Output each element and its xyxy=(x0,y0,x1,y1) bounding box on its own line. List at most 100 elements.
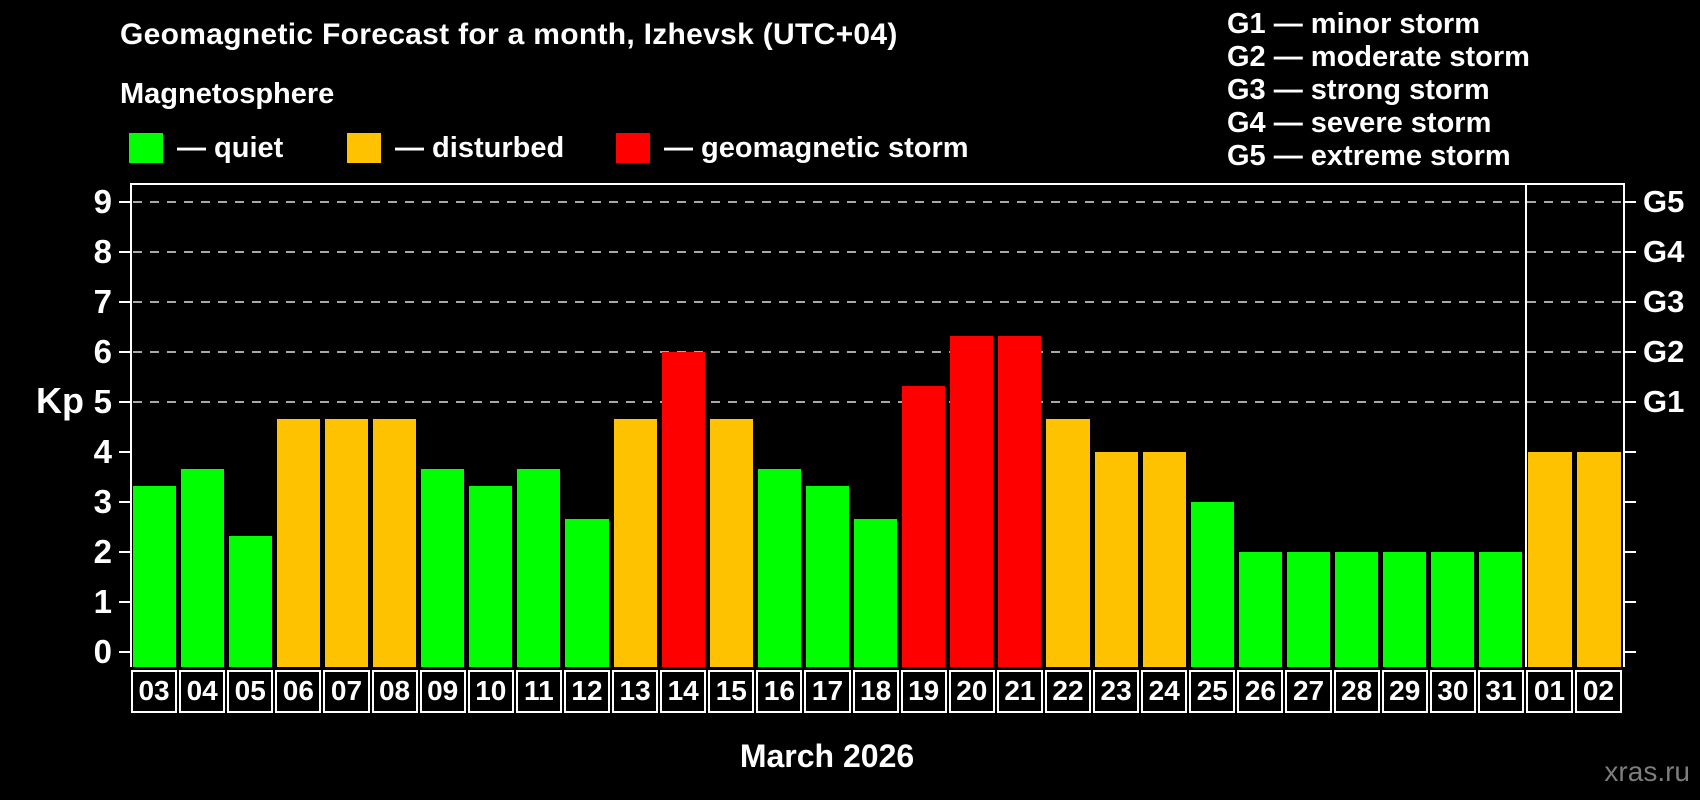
left-axis-tick xyxy=(119,651,130,653)
watermark-xras: xras.ru xyxy=(1604,756,1690,787)
g2-legend-line: G2 — moderate storm xyxy=(1227,41,1530,73)
y-tick-label: 0 xyxy=(93,633,112,670)
date-axis: 03 04 05 06 07 08 09 10 11 12 13 14 15 16 17 18 19 20 21 22… xyxy=(130,670,1625,713)
left-axis-tick xyxy=(119,401,130,403)
date-cell-23: 23 xyxy=(1093,670,1140,713)
g-scale-legend: G1 — minor storm G2 — moderate storm G3 … xyxy=(1227,8,1530,173)
date-cell-14: 14 xyxy=(660,670,707,713)
kp-bar-30 xyxy=(1431,552,1475,667)
g-level-label-g3: G3 xyxy=(1643,284,1685,319)
kp-bar-28 xyxy=(1335,552,1379,667)
y-tick-label: 7 xyxy=(93,283,112,320)
kp-bar-25 xyxy=(1190,502,1234,667)
y-tick-label: 8 xyxy=(93,233,112,270)
date-cell-09: 09 xyxy=(419,670,466,713)
right-axis-tick xyxy=(1625,451,1636,453)
date-cell-08: 08 xyxy=(371,670,418,713)
plot-area xyxy=(119,183,1636,667)
date-cell-20: 20 xyxy=(948,670,995,713)
kp-bar-11 xyxy=(517,468,561,667)
y-axis-title: Kp xyxy=(36,380,84,421)
x-axis-title: March 2026 xyxy=(739,738,915,774)
date-cell-15: 15 xyxy=(708,670,755,713)
date-cell-07: 07 xyxy=(323,670,370,713)
date-cell-10: 10 xyxy=(467,670,514,713)
kp-bar-03 xyxy=(132,485,176,667)
storm-label: — geomagnetic storm xyxy=(664,131,969,164)
g3-legend-line: G3 — strong storm xyxy=(1227,74,1490,106)
g-level-label-g1: G1 xyxy=(1643,384,1685,419)
disturbed-label: — disturbed xyxy=(395,131,565,164)
g5-legend-line: G5 — extreme storm xyxy=(1227,140,1511,172)
date-cell-31: 31 xyxy=(1477,670,1524,713)
y-tick-label: 3 xyxy=(93,483,112,520)
kp-bar-29 xyxy=(1383,552,1427,667)
y-tick-label: 6 xyxy=(93,333,112,370)
date-cell-04: 04 xyxy=(179,670,226,713)
kp-bar-05 xyxy=(228,535,272,667)
kp-bar-22 xyxy=(1046,418,1090,667)
kp-bar-01 xyxy=(1527,452,1572,667)
gridline-kp6 xyxy=(133,351,1622,353)
date-cell-03: 03 xyxy=(131,670,178,713)
date-cell-05: 05 xyxy=(227,670,274,713)
kp-bar-26 xyxy=(1238,552,1282,667)
gridline-kp8 xyxy=(133,251,1622,253)
kp-bar-10 xyxy=(469,485,513,667)
kp-bar-13 xyxy=(613,418,657,667)
kp-bar-24 xyxy=(1142,452,1186,667)
gridline-kp7 xyxy=(133,301,1622,303)
date-cell-16: 16 xyxy=(756,670,803,713)
kp-bar-18 xyxy=(854,518,898,667)
y-tick-label: 2 xyxy=(93,533,112,570)
right-axis-tick xyxy=(1625,551,1636,553)
month-separator-line xyxy=(1525,183,1527,667)
date-cell-06: 06 xyxy=(275,670,322,713)
kp-bar-07 xyxy=(324,418,368,667)
kp-bar-15 xyxy=(709,418,753,667)
date-cell-01: 01 xyxy=(1526,670,1573,713)
date-cell-24: 24 xyxy=(1141,670,1188,713)
right-axis-tick xyxy=(1625,651,1636,653)
right-axis-tick xyxy=(1625,301,1636,303)
left-axis-tick xyxy=(119,251,130,253)
right-axis-tick xyxy=(1625,401,1636,403)
date-cell-17: 17 xyxy=(804,670,851,713)
date-cell-19: 19 xyxy=(900,670,947,713)
kp-bar-31 xyxy=(1479,552,1523,667)
g4-legend-line: G4 — severe storm xyxy=(1227,107,1492,139)
gridline-kp5 xyxy=(133,401,1622,403)
date-cell-22: 22 xyxy=(1044,670,1092,713)
y-tick-label: 1 xyxy=(93,583,112,620)
kp-bar-12 xyxy=(565,518,609,667)
left-axis-line xyxy=(130,183,132,667)
quiet-label: — quiet xyxy=(177,131,284,164)
right-axis-tick xyxy=(1625,501,1636,503)
date-cell-28: 28 xyxy=(1333,670,1380,713)
kp-bar-02 xyxy=(1576,452,1621,667)
date-cell-18: 18 xyxy=(852,670,899,713)
g-level-label-g2: G2 xyxy=(1643,334,1685,369)
left-axis-tick xyxy=(119,351,130,353)
right-axis-tick xyxy=(1625,201,1636,203)
date-cell-12: 12 xyxy=(563,670,611,713)
disturbed-color-swatch xyxy=(347,133,381,163)
y-tick-label: 5 xyxy=(93,383,112,420)
storm-color-swatch xyxy=(616,133,650,163)
g-level-label-g5: G5 xyxy=(1643,184,1685,219)
left-axis-tick xyxy=(119,601,130,603)
kp-bar-20 xyxy=(950,335,994,667)
gridline-kp9 xyxy=(133,201,1622,203)
kp-bar-09 xyxy=(421,468,465,667)
left-axis-tick xyxy=(119,501,130,503)
top-axis-line xyxy=(130,183,1625,185)
date-cell-13: 13 xyxy=(612,670,659,713)
y-tick-label: 4 xyxy=(93,433,112,470)
kp-bar-04 xyxy=(180,468,224,667)
kp-bar-19 xyxy=(902,385,946,667)
date-cell-25: 25 xyxy=(1189,670,1236,713)
legend-item-disturbed: — disturbed xyxy=(347,131,564,165)
left-axis-tick xyxy=(119,201,130,203)
g1-legend-line: G1 — minor storm xyxy=(1227,8,1480,40)
